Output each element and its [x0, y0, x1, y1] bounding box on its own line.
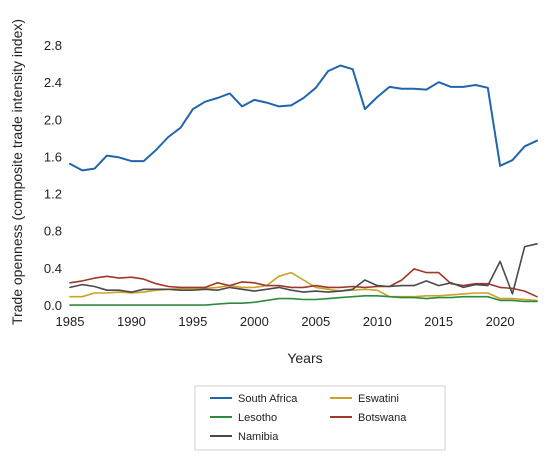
x-axis-ticks: 1985 1990 1995 2000 2005 2010 2015 2020 [56, 314, 515, 329]
y-tick-label: 0.8 [44, 224, 62, 239]
legend-label-eswatini: Eswatini [358, 393, 399, 405]
x-axis-label: Years [287, 350, 322, 366]
legend-label-lesotho: Lesotho [238, 412, 277, 424]
x-tick-label: 2020 [486, 314, 515, 329]
x-tick-label: 2005 [301, 314, 330, 329]
y-axis-ticks: 0.0 0.4 0.8 1.2 1.6 2.0 2.4 2.8 [44, 38, 62, 313]
x-tick-label: 1990 [117, 314, 146, 329]
plot-area [69, 64, 538, 306]
series-line-lesotho [69, 294, 538, 306]
y-axis-label: Trade openness (composite trade intensit… [9, 19, 25, 325]
series-line-namibia [69, 243, 538, 295]
y-tick-label: 2.0 [44, 112, 62, 127]
legend-label-namibia: Namibia [238, 431, 279, 443]
y-tick-label: 0.4 [44, 261, 62, 276]
legend-label-botswana: Botswana [358, 412, 407, 424]
x-tick-label: 2000 [240, 314, 269, 329]
x-tick-label: 2015 [424, 314, 453, 329]
x-tick-label: 1995 [178, 314, 207, 329]
y-tick-label: 0.0 [44, 298, 62, 313]
x-tick-label: 1985 [56, 314, 85, 329]
legend: South Africa Eswatini Lesotho Botswana Namib… [194, 385, 446, 451]
y-tick-label: 2.8 [44, 38, 62, 53]
legend-box [194, 385, 446, 451]
series-line-south-africa [69, 64, 538, 172]
series-line-eswatini [69, 271, 538, 302]
legend-label-south-africa: South Africa [238, 393, 298, 405]
y-tick-label: 2.4 [44, 75, 62, 90]
y-tick-label: 1.2 [44, 187, 62, 202]
y-tick-label: 1.6 [44, 149, 62, 164]
series-line-botswana [69, 268, 538, 298]
x-tick-label: 2010 [363, 314, 392, 329]
